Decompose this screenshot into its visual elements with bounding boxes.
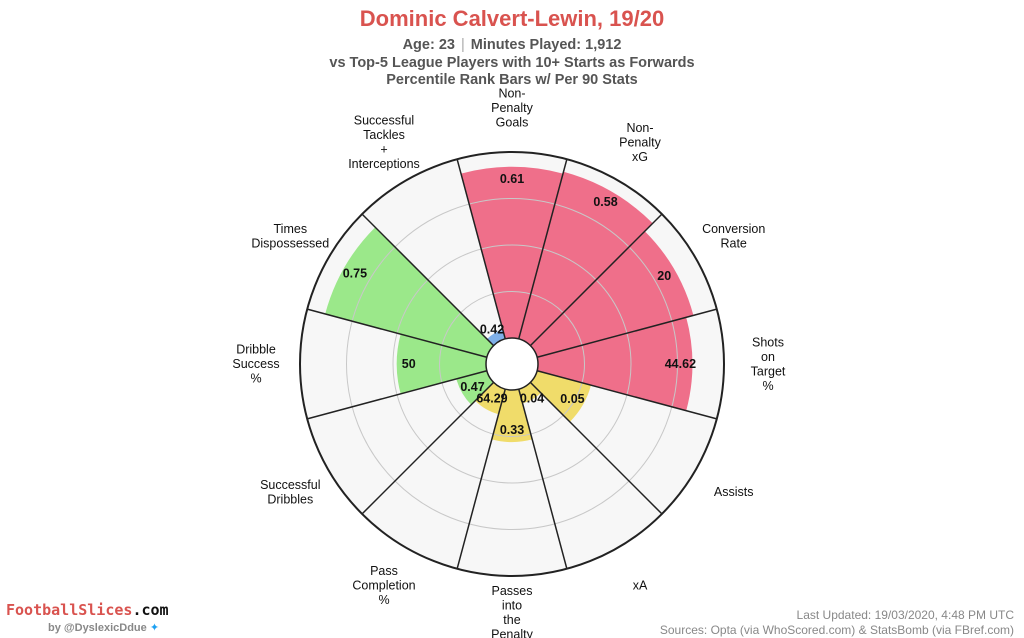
value-label-8: 0.47 <box>460 380 484 394</box>
site-domain: .com <box>132 601 169 619</box>
bar-8 <box>456 370 494 405</box>
bar-9 <box>396 334 487 394</box>
value-label-11: 0.42 <box>480 322 504 336</box>
divider-5 <box>529 381 663 515</box>
value-label-4: 0.05 <box>560 392 584 406</box>
divider-3 <box>536 308 717 358</box>
bar-4 <box>530 370 592 422</box>
category-label-5: xA <box>633 579 648 593</box>
divider-1 <box>518 159 568 340</box>
category-label-0: Non-Penalty Goals <box>491 87 533 130</box>
category-label-9: Dribble Success% <box>232 343 279 386</box>
divider-8 <box>361 381 495 515</box>
bar-11 <box>487 329 506 346</box>
player-meta: Age: 23 | Minutes Played: 1,912 <box>0 37 1024 53</box>
grid-ring-50 <box>392 244 632 484</box>
data-sources: Sources: Opta (via WhoScored.com) & Stat… <box>659 623 1014 637</box>
value-label-3: 44.62 <box>665 357 696 371</box>
value-label-10: 0.75 <box>343 266 367 280</box>
author-byline[interactable]: by @DyslexicDdue ✦ <box>48 621 159 634</box>
comparison-subtitle: vs Top-5 League Players with 10+ Starts … <box>329 55 695 71</box>
divider-11 <box>361 213 495 347</box>
divider-4 <box>536 370 717 420</box>
bar-0 <box>460 166 564 339</box>
outer-ring <box>299 151 725 577</box>
divider-9 <box>307 370 488 420</box>
category-label-1: Non-Penalty xG <box>619 121 661 164</box>
minutes-played: Minutes Played: 1,912 <box>470 37 622 53</box>
divider-10 <box>307 308 488 358</box>
bar-7 <box>475 382 506 415</box>
twitter-bird-icon: ✦ <box>149 622 160 634</box>
divider-2 <box>529 213 663 347</box>
value-label-1: 0.58 <box>593 195 617 209</box>
value-label-0: 0.61 <box>500 172 524 186</box>
author-handle: by @DyslexicDdue <box>48 622 147 634</box>
category-label-6: PassesintothePenaltyArea <box>491 584 533 638</box>
value-label-2: 20 <box>657 269 671 283</box>
category-label-7: Pass Completion% <box>352 564 415 607</box>
divider-0 <box>456 159 506 340</box>
category-label-11: Successful Tackles + Interceptions <box>348 114 420 172</box>
divider-7 <box>456 388 506 569</box>
chart-title: Dominic Calvert-Lewin, 19/20 <box>359 6 665 31</box>
value-label-9: 50 <box>402 357 416 371</box>
category-label-4: Assists <box>714 485 754 499</box>
center-hole <box>485 337 539 391</box>
last-updated: Last Updated: 19/03/2020, 4:48 PM UTC <box>796 608 1014 622</box>
bar-3 <box>537 317 693 411</box>
grid-ring-25 <box>439 291 585 437</box>
category-label-10: Times Dispossessed <box>251 222 329 251</box>
grid-ring-75 <box>346 198 678 530</box>
site-logo[interactable]: FootballSlices.com <box>6 601 169 619</box>
method-subtitle: Percentile Rank Bars w/ Per 90 Stats <box>386 72 638 88</box>
divider-6 <box>518 388 568 569</box>
meta-separator: | <box>460 37 465 53</box>
category-label-2: Conversion Rate <box>702 222 765 251</box>
player-age: Age: 23 <box>402 37 455 53</box>
site-name: FootballSlices <box>6 601 133 619</box>
category-label-3: Shots on Target% <box>751 335 786 393</box>
value-label-5: 0.04 <box>520 392 544 406</box>
value-label-7: 64.29 <box>476 392 507 406</box>
category-label-8: Successful Dribbles <box>260 478 320 507</box>
value-label-6: 0.33 <box>500 423 524 437</box>
